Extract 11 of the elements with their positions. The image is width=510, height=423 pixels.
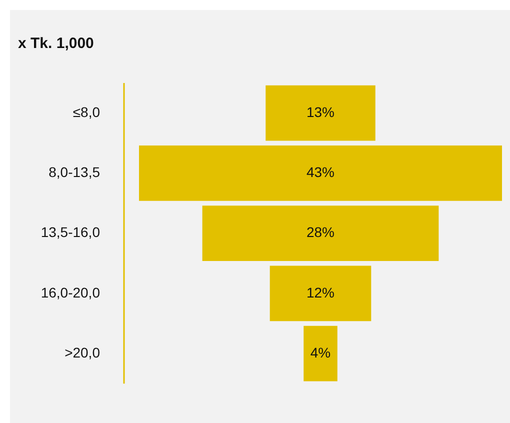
category-label: >20,0 xyxy=(64,344,100,360)
data-label: 43% xyxy=(306,164,335,180)
data-label: 13% xyxy=(306,104,335,120)
category-label: ≤8,0 xyxy=(72,104,100,120)
data-label: 4% xyxy=(310,344,331,360)
text: x Tk. 1,000 xyxy=(18,35,94,52)
category-label: 13,5-16,0 xyxy=(40,224,100,240)
data-label: 12% xyxy=(306,284,335,300)
category-label: 16,0-20,0 xyxy=(40,284,100,300)
category-label: 8,0-13,5 xyxy=(48,164,100,180)
data-label: 28% xyxy=(306,224,335,240)
